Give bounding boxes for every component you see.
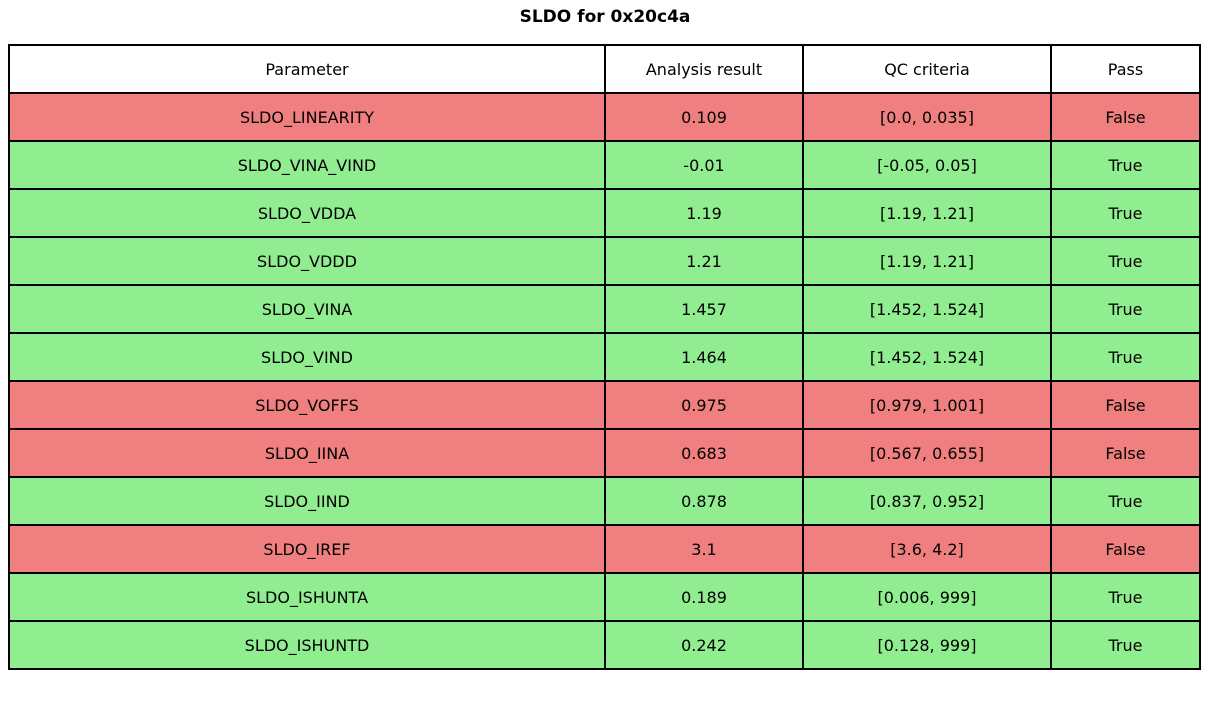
pass-cell: True (1050, 236, 1201, 286)
parameter-cell: SLDO_VDDA (8, 188, 606, 238)
qc-criteria-cell: [0.006, 999] (802, 572, 1052, 622)
qc-criteria-cell: [0.567, 0.655] (802, 428, 1052, 478)
qc-results-table: Parameter Analysis result QC criteria Pa… (8, 44, 1201, 670)
parameter-cell: SLDO_VOFFS (8, 380, 606, 430)
analysis-result-cell: 0.109 (604, 92, 804, 142)
qc-criteria-cell: [1.19, 1.21] (802, 188, 1052, 238)
pass-cell: True (1050, 188, 1201, 238)
pass-cell: True (1050, 476, 1201, 526)
table-row: SLDO_IIND 0.878 [0.837, 0.952] True (8, 476, 1201, 526)
pass-cell: True (1050, 332, 1201, 382)
analysis-result-cell: 0.242 (604, 620, 804, 670)
table-row: SLDO_VINA 1.457 [1.452, 1.524] True (8, 284, 1201, 334)
analysis-result-cell: 0.975 (604, 380, 804, 430)
parameter-cell: SLDO_VIND (8, 332, 606, 382)
analysis-result-cell: 0.878 (604, 476, 804, 526)
parameter-cell: SLDO_IIND (8, 476, 606, 526)
chart-title: SLDO for 0x20c4a (519, 7, 691, 27)
pass-cell: False (1050, 380, 1201, 430)
column-header-parameter: Parameter (8, 44, 606, 94)
analysis-result-cell: 0.683 (604, 428, 804, 478)
qc-criteria-cell: [0.979, 1.001] (802, 380, 1052, 430)
qc-criteria-cell: [1.452, 1.524] (802, 284, 1052, 334)
table-row: SLDO_VOFFS 0.975 [0.979, 1.001] False (8, 380, 1201, 430)
qc-criteria-cell: [0.837, 0.952] (802, 476, 1052, 526)
table-row: SLDO_IINA 0.683 [0.567, 0.655] False (8, 428, 1201, 478)
table-row: SLDO_VIND 1.464 [1.452, 1.524] True (8, 332, 1201, 382)
parameter-cell: SLDO_VDDD (8, 236, 606, 286)
qc-criteria-cell: [-0.05, 0.05] (802, 140, 1052, 190)
pass-cell: True (1050, 140, 1201, 190)
table-row: SLDO_ISHUNTD 0.242 [0.128, 999] True (8, 620, 1201, 670)
parameter-cell: SLDO_LINEARITY (8, 92, 606, 142)
table-header: Parameter Analysis result QC criteria Pa… (8, 44, 1201, 94)
pass-cell: True (1050, 620, 1201, 670)
parameter-cell: SLDO_VINA_VIND (8, 140, 606, 190)
analysis-result-cell: -0.01 (604, 140, 804, 190)
table-row: SLDO_VDDA 1.19 [1.19, 1.21] True (8, 188, 1201, 238)
header-row: Parameter Analysis result QC criteria Pa… (8, 44, 1201, 94)
column-header-qc-criteria: QC criteria (802, 44, 1052, 94)
pass-cell: True (1050, 572, 1201, 622)
analysis-result-cell: 0.189 (604, 572, 804, 622)
analysis-result-cell: 3.1 (604, 524, 804, 574)
table-row: SLDO_ISHUNTA 0.189 [0.006, 999] True (8, 572, 1201, 622)
pass-cell: False (1050, 428, 1201, 478)
analysis-result-cell: 1.21 (604, 236, 804, 286)
qc-criteria-cell: [0.128, 999] (802, 620, 1052, 670)
parameter-cell: SLDO_VINA (8, 284, 606, 334)
table-body: SLDO_LINEARITY 0.109 [0.0, 0.035] False SLDO… (8, 92, 1201, 670)
pass-cell: True (1050, 284, 1201, 334)
table-row: SLDO_VINA_VIND -0.01 [-0.05, 0.05] True (8, 140, 1201, 190)
parameter-cell: SLDO_IREF (8, 524, 606, 574)
parameter-cell: SLDO_IINA (8, 428, 606, 478)
parameter-cell: SLDO_ISHUNTA (8, 572, 606, 622)
table-row: SLDO_VDDD 1.21 [1.19, 1.21] True (8, 236, 1201, 286)
qc-criteria-cell: [1.19, 1.21] (802, 236, 1052, 286)
analysis-result-cell: 1.457 (604, 284, 804, 334)
analysis-result-cell: 1.19 (604, 188, 804, 238)
qc-criteria-cell: [1.452, 1.524] (802, 332, 1052, 382)
qc-criteria-cell: [0.0, 0.035] (802, 92, 1052, 142)
parameter-cell: SLDO_ISHUNTD (8, 620, 606, 670)
qc-criteria-cell: [3.6, 4.2] (802, 524, 1052, 574)
table-row: SLDO_LINEARITY 0.109 [0.0, 0.035] False (8, 92, 1201, 142)
pass-cell: False (1050, 92, 1201, 142)
pass-cell: False (1050, 524, 1201, 574)
column-header-pass: Pass (1050, 44, 1201, 94)
column-header-analysis-result: Analysis result (604, 44, 804, 94)
analysis-result-cell: 1.464 (604, 332, 804, 382)
table-row: SLDO_IREF 3.1 [3.6, 4.2] False (8, 524, 1201, 574)
